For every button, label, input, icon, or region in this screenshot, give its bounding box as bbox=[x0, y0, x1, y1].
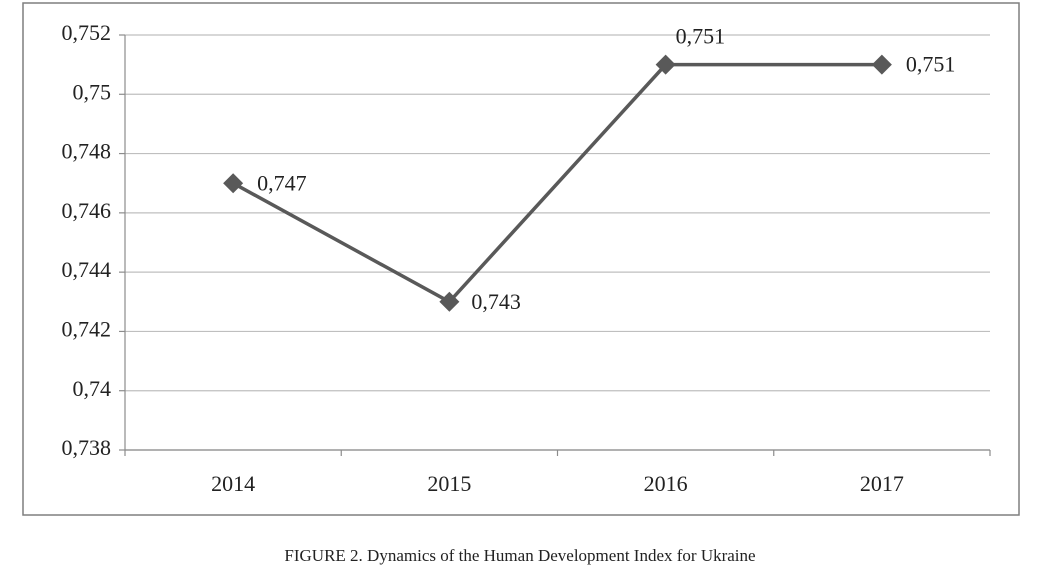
data-label: 0,751 bbox=[906, 52, 956, 77]
data-line bbox=[232, 62, 882, 304]
x-tick-label: 2017 bbox=[860, 471, 904, 496]
y-tick-label: 0,738 bbox=[62, 435, 112, 460]
y-tick-label: 0,74 bbox=[73, 376, 112, 401]
data-label: 0,747 bbox=[257, 170, 307, 195]
x-tick-label: 2014 bbox=[211, 471, 255, 496]
data-label: 0,743 bbox=[471, 289, 521, 314]
x-tick-label: 2015 bbox=[427, 471, 471, 496]
data-label: 0,751 bbox=[676, 24, 726, 49]
caption: FIGURE 2. Dynamics of the Human Developm… bbox=[284, 546, 755, 565]
data-marker bbox=[223, 173, 244, 194]
y-tick-label: 0,744 bbox=[62, 257, 112, 282]
data-marker bbox=[871, 54, 892, 75]
chart-frame bbox=[22, 2, 1020, 516]
data-marker bbox=[439, 291, 460, 312]
y-tick-label: 0,75 bbox=[73, 79, 112, 104]
y-tick-label: 0,742 bbox=[62, 316, 112, 341]
y-tick-label: 0,752 bbox=[62, 20, 112, 45]
x-tick-label: 2016 bbox=[644, 471, 688, 496]
y-tick-label: 0,746 bbox=[62, 198, 112, 223]
data-marker bbox=[655, 54, 676, 75]
y-tick-label: 0,748 bbox=[62, 139, 112, 164]
